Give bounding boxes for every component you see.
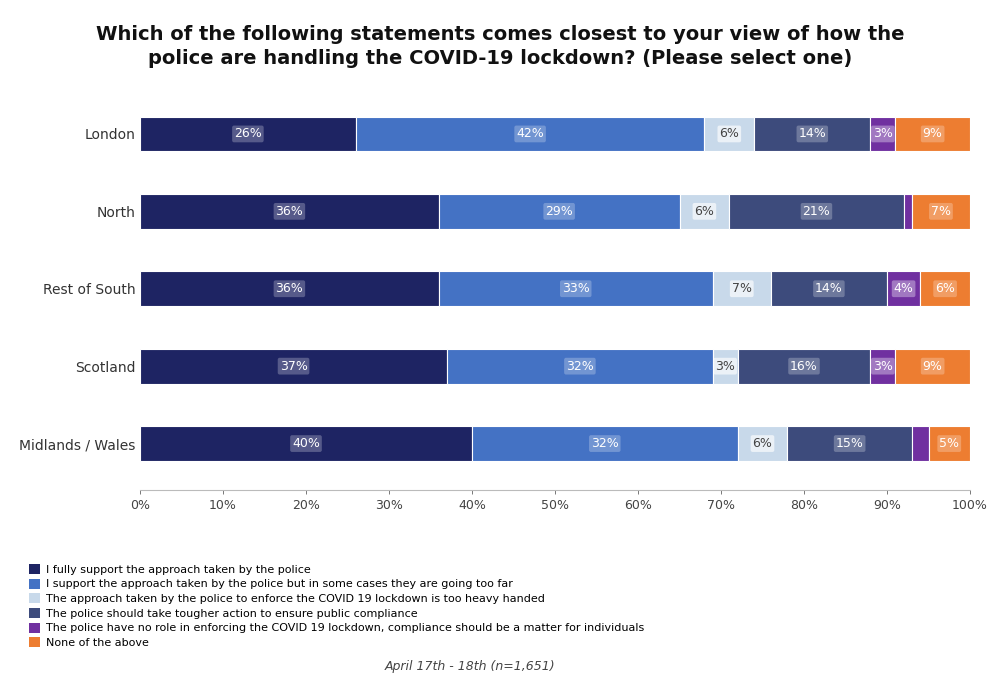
Bar xyxy=(738,349,870,384)
Text: 16%: 16% xyxy=(790,360,818,372)
Bar xyxy=(738,426,787,461)
Bar xyxy=(912,194,970,229)
Text: 3%: 3% xyxy=(873,360,893,372)
Text: 6%: 6% xyxy=(753,437,772,450)
Bar xyxy=(904,194,912,229)
Bar xyxy=(870,349,895,384)
Text: 40%: 40% xyxy=(292,437,320,450)
Text: 5%: 5% xyxy=(939,437,959,450)
Bar xyxy=(713,272,771,306)
Text: 36%: 36% xyxy=(276,282,303,295)
Text: 9%: 9% xyxy=(923,127,943,141)
Bar xyxy=(870,116,895,151)
Bar xyxy=(895,349,970,384)
Bar xyxy=(472,426,738,461)
Bar xyxy=(704,116,754,151)
Bar xyxy=(140,426,472,461)
Bar xyxy=(680,194,729,229)
Bar xyxy=(356,116,704,151)
Bar xyxy=(929,426,970,461)
Bar xyxy=(447,349,713,384)
Text: 7%: 7% xyxy=(931,205,951,218)
Text: 14%: 14% xyxy=(798,127,826,141)
Text: Which of the following statements comes closest to your view of how the
police a: Which of the following statements comes … xyxy=(96,25,904,69)
Bar xyxy=(140,272,439,306)
Text: 37%: 37% xyxy=(280,360,307,372)
Bar xyxy=(140,194,439,229)
Text: 26%: 26% xyxy=(234,127,262,141)
Bar xyxy=(439,194,680,229)
Bar xyxy=(912,426,929,461)
Bar xyxy=(787,426,912,461)
Text: 6%: 6% xyxy=(694,205,714,218)
Bar xyxy=(887,272,920,306)
Text: 3%: 3% xyxy=(873,127,893,141)
Text: 3%: 3% xyxy=(715,360,735,372)
Text: 42%: 42% xyxy=(516,127,544,141)
Legend: I fully support the approach taken by the police, I support the approach taken b: I fully support the approach taken by th… xyxy=(29,564,644,648)
Bar xyxy=(713,349,738,384)
Bar xyxy=(771,272,887,306)
Bar xyxy=(439,272,713,306)
Bar xyxy=(895,116,970,151)
Bar xyxy=(140,349,447,384)
Text: 9%: 9% xyxy=(923,360,943,372)
Text: 21%: 21% xyxy=(803,205,830,218)
Text: 33%: 33% xyxy=(562,282,590,295)
Bar xyxy=(729,194,904,229)
Bar xyxy=(140,116,356,151)
Text: April 17th - 18th (n=1,651): April 17th - 18th (n=1,651) xyxy=(385,660,555,673)
Text: 14%: 14% xyxy=(815,282,843,295)
Text: 32%: 32% xyxy=(566,360,594,372)
Text: 29%: 29% xyxy=(545,205,573,218)
Text: 36%: 36% xyxy=(276,205,303,218)
Text: 6%: 6% xyxy=(935,282,955,295)
Bar xyxy=(754,116,870,151)
Text: 7%: 7% xyxy=(732,282,752,295)
Text: 4%: 4% xyxy=(894,282,914,295)
Text: 32%: 32% xyxy=(591,437,619,450)
Bar xyxy=(920,272,970,306)
Text: 6%: 6% xyxy=(719,127,739,141)
Text: 15%: 15% xyxy=(836,437,864,450)
